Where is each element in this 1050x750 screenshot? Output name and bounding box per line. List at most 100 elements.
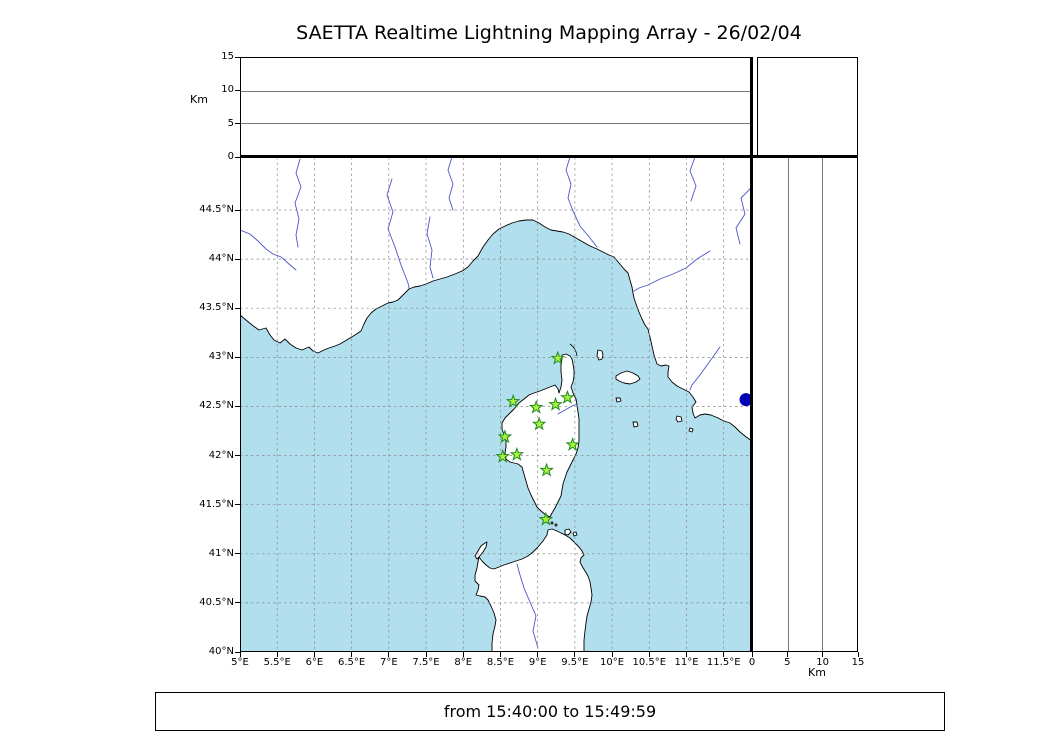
lon-tick-label: 10.5°E [632,657,667,668]
lat-tick-label: 43°N [208,351,234,363]
altitude-gridline [787,158,789,651]
tick-mark [235,258,240,260]
map-panel [239,156,753,653]
lma-station-marker [497,429,513,444]
river-line [735,186,753,245]
lon-tick-label: 11°E [674,657,699,668]
altitude-axis-label-top: Km [190,93,208,106]
alt-lat-panel [752,157,858,652]
lon-tick-label: 8°E [454,657,473,668]
river-line [689,156,697,202]
river-line [447,156,454,211]
lon-tick-label: 7°E [379,657,398,668]
time-range-box: from 15:40:00 to 15:49:59 [155,692,945,731]
asinara-island [474,541,488,560]
montecristo-island [632,421,639,428]
lat-tick-label: 43.5°N [199,302,234,314]
page-title: SAETTA Realtime Lightning Mapping Array … [296,22,802,44]
coastline-detail-arc [569,343,578,357]
lma-station-marker [528,399,544,414]
river-line [516,563,539,649]
lon-tick-label: 5.5°E [263,657,291,668]
tick-mark [611,652,613,657]
tick-mark [537,652,539,657]
alt-tick-label: 0 [748,657,756,668]
tick-mark [235,123,240,125]
capraia-island [596,349,604,361]
landmasses [239,156,753,653]
lma-station-marker [509,446,525,461]
tick-mark [351,652,353,657]
river-line [239,229,297,271]
tick-mark [235,56,240,58]
altitude-axis-label-right: Km [808,666,826,679]
lma-station-marker [495,448,511,463]
tick-mark [751,652,753,657]
lon-tick-label: 7.5°E [412,657,440,668]
tick-mark [425,652,427,657]
event-dot-marker [739,393,753,407]
rivers [239,156,753,649]
alt-tick-label: 10 [221,84,234,96]
lat-tick-label: 40°N [208,646,234,657]
lat-tick-label: 42.5°N [199,400,234,412]
axis-separator-vertical [750,57,753,652]
lon-tick-label: 9.5°E [561,657,589,668]
lon-tick-label: 6°E [305,657,324,668]
event-markers [739,393,753,407]
giglio-island [675,415,683,423]
lavezzi-islet [550,521,554,525]
lon-tick-label: 6.5°E [338,657,366,668]
alt-histogram-panel [757,57,858,157]
axis-separator-horizontal [240,155,858,158]
alt-lon-panel [240,57,752,157]
tick-mark [235,209,240,211]
lma-station-marker [531,416,547,431]
tick-mark [857,652,859,657]
lma-station-marker [550,350,566,365]
lon-tick-label: 10°E [600,657,625,668]
tick-mark [462,652,464,657]
altitude-gridline [241,90,751,92]
tick-mark [235,553,240,555]
river-line [557,403,578,415]
river-line [565,156,598,248]
alt-tick-label: 5 [784,657,791,668]
pianosa-island [615,397,622,403]
alt-tick-label: 0 [227,151,234,162]
river-line [633,250,711,292]
lma-station-marker [505,393,521,408]
river-line [294,158,302,248]
elba-island [615,370,641,385]
tick-mark [686,652,687,657]
lon-tick-label: 9°E [528,657,547,668]
lma-station-marker [560,389,575,404]
tick-mark [235,307,240,309]
lma-station-marker [548,396,563,411]
time-range-text: from 15:40:00 to 15:49:59 [443,702,657,721]
alt-tick-label: 10 [816,657,830,668]
lat-tick-label: 41.5°N [199,498,234,510]
tick-mark [313,652,315,657]
lon-tick-label: 8.5°E [486,657,515,668]
maddalena-island [564,528,572,536]
altitude-gridline [241,123,751,125]
lma-station-marker [565,437,580,451]
tick-mark [235,504,240,506]
tick-mark [239,652,241,657]
lat-tick-label: 44.5°N [199,204,234,216]
lon-tick-label: 5°E [231,657,249,668]
tick-mark [723,652,725,657]
tick-mark [235,651,240,653]
lat-tick-label: 44°N [208,253,234,265]
alt-tick-label: 15 [221,51,234,62]
alt-tick-label: 15 [851,657,865,668]
tick-mark [235,405,240,407]
sardinia-island [474,528,593,653]
tick-mark [388,652,390,657]
tick-mark [786,652,788,657]
lavezzi-islet [554,523,558,527]
tick-mark [574,652,576,657]
lat-tick-label: 42°N [208,449,234,461]
altitude-gridline [822,158,824,651]
